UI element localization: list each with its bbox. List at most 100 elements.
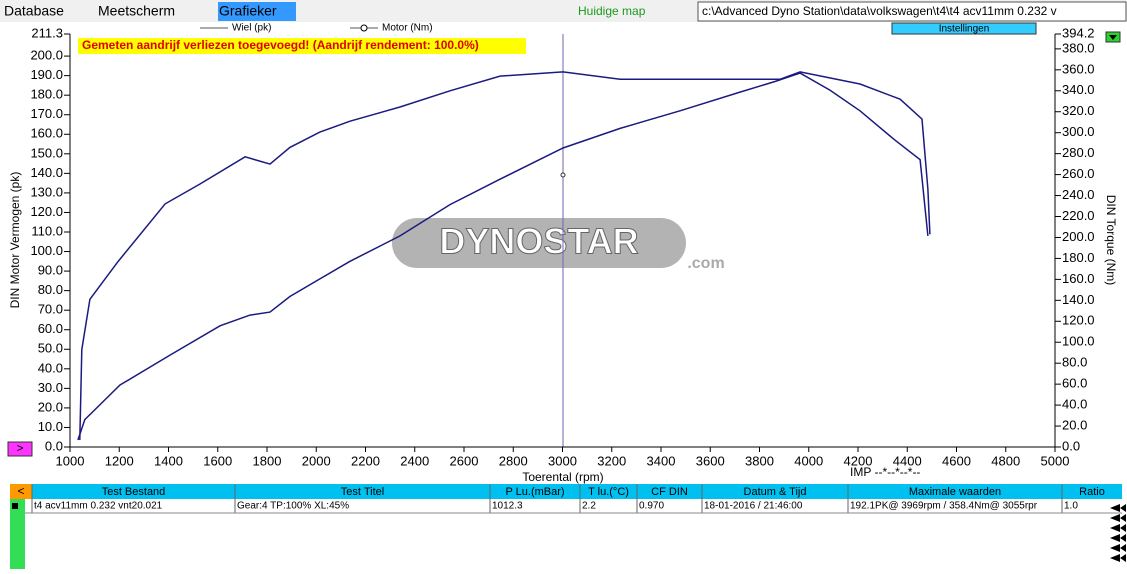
legend-marker (360, 24, 368, 32)
y-tick-label: 10.0 (38, 419, 63, 434)
x-tick-label: 1600 (203, 453, 232, 468)
x-tick-label: 1400 (154, 453, 183, 468)
scroll-arrow (1110, 534, 1126, 542)
y2-tick-label: 120.0 (1062, 313, 1095, 328)
y-tick-label: 100.0 (30, 243, 63, 258)
y-tick-label: 170.0 (30, 106, 63, 121)
x-tick-label: 3400 (647, 453, 676, 468)
table-cell: 18-01-2016 / 21:46:00 (704, 501, 803, 512)
x-tick-label: 1000 (56, 453, 85, 468)
y-tick-label: 60.0 (38, 321, 63, 336)
cursor-point (560, 172, 566, 178)
x-tick-label: 3800 (745, 453, 774, 468)
y-tick-label: 40.0 (38, 360, 63, 375)
path-text: c:\Advanced Dyno Station\data\volkswagen… (702, 4, 1057, 18)
column-header: Test Titel (341, 486, 384, 498)
column-header: Test Bestand (102, 486, 166, 498)
y2-tick-label: 260.0 (1062, 166, 1095, 181)
scroll-arrow (1110, 514, 1126, 522)
scroll-arrow (1110, 504, 1126, 512)
toggle-arrow (1109, 35, 1117, 40)
table-cell: t4 acv11mm 0.232 vnt20.021 (34, 501, 163, 512)
table-back-button[interactable] (10, 484, 32, 499)
legend-label: Motor (Nm) (382, 23, 433, 34)
y-tick-label: 90.0 (38, 263, 63, 278)
x-tick-label: 4200 (844, 453, 873, 468)
x-tick-label: 2400 (400, 453, 429, 468)
y-axis-label: DIN Motor Vermogen (pk) (8, 172, 22, 309)
y-tick-label: 80.0 (38, 282, 63, 297)
table-cell: 1012.3 (492, 501, 523, 512)
table-header-bg (10, 484, 1122, 499)
y2-tick-label: 394.2 (1062, 25, 1095, 40)
scroll-arrow (1110, 544, 1126, 552)
y-tick-label: 150.0 (30, 145, 63, 160)
x-tick-label: 3000 (548, 453, 577, 468)
x-tick-label: 2600 (450, 453, 479, 468)
scroll-arrow (1110, 554, 1126, 562)
menu-database[interactable]: Database (4, 3, 64, 19)
column-header: P Lu.(mBar) (505, 486, 564, 498)
y2-tick-label: 100.0 (1062, 334, 1095, 349)
y-tick-label: 110.0 (31, 223, 63, 238)
x-tick-label: 4600 (942, 453, 971, 468)
column-header: Maximale waarden (909, 486, 1001, 498)
table-cell: 192.1PK@ 3969rpm / 358.4Nm@ 3055rpr (850, 501, 1038, 512)
y2-tick-label: 340.0 (1062, 82, 1095, 97)
x-tick-label: 2800 (499, 453, 528, 468)
column-header: Datum & Tijd (744, 486, 807, 498)
y2-axis-label: DIN Torque (Nm) (1104, 195, 1118, 285)
scroll-arrow (1110, 524, 1126, 532)
x-tick-label: 4800 (991, 453, 1020, 468)
x-tick-label: 1800 (253, 453, 282, 468)
y2-tick-label: 240.0 (1062, 187, 1095, 202)
y2-tick-label: 320.0 (1062, 103, 1095, 118)
y2-tick-label: 60.0 (1062, 376, 1087, 391)
x-tick-label: 5000 (1041, 453, 1070, 468)
y-tick-label: 20.0 (38, 399, 63, 414)
x-tick-label: 3600 (696, 453, 725, 468)
cursor-button-label: > (16, 441, 23, 455)
x-axis-label: Toerental (rpm) (522, 470, 603, 484)
y-tick-label: 180.0 (30, 87, 63, 102)
column-header: Ratio (1079, 486, 1105, 498)
settings-button[interactable] (891, 22, 1037, 35)
y2-tick-label: 40.0 (1062, 397, 1087, 412)
x-tick-label: 2200 (351, 453, 380, 468)
x-tick-label: 1200 (105, 453, 134, 468)
annotation-bg (78, 38, 526, 54)
y2-tick-label: 140.0 (1062, 292, 1095, 307)
y2-tick-label: 0.0 (1062, 438, 1080, 453)
x-tick-label: 2000 (302, 453, 331, 468)
imp-label: IMP --*--*--*-- (850, 465, 920, 479)
x-tick-label: 4400 (893, 453, 922, 468)
path-box[interactable] (697, 1, 1127, 22)
y-tick-label: 30.0 (38, 380, 63, 395)
y2-tick-label: 220.0 (1062, 208, 1095, 223)
y-tick-label: 50.0 (38, 341, 63, 356)
column-header: CF DIN (651, 486, 688, 498)
table-cell: 2.2 (582, 501, 596, 512)
menu-meetscherm[interactable]: Meetscherm (98, 3, 175, 19)
x-tick-label: 3200 (597, 453, 626, 468)
y2-tick-label: 200.0 (1062, 229, 1095, 244)
y2-tick-label: 20.0 (1062, 417, 1087, 432)
annotation: Gemeten aandrijf verliezen toegevoegd! (… (82, 38, 479, 52)
table-back-label: < (17, 484, 24, 498)
y2-tick-label: 160.0 (1062, 271, 1095, 286)
y-tick-label: 140.0 (30, 165, 63, 180)
series-line (79, 71, 931, 441)
watermark-suffix: .com (687, 255, 724, 272)
y-tick-label: 160.0 (30, 126, 63, 141)
cursor-button[interactable] (7, 441, 33, 457)
y-tick-label: 120.0 (30, 204, 63, 219)
y-tick-label: 200.0 (30, 48, 63, 63)
y-tick-label: 130.0 (30, 184, 63, 199)
watermark: DYNOSTAR .com (392, 218, 725, 272)
menu-grafieker[interactable]: Grafieker (219, 3, 277, 19)
current-folder-label: Huidige map (578, 4, 646, 18)
y-tick-label: 0.0 (45, 438, 63, 453)
y2-tick-label: 360.0 (1062, 61, 1095, 76)
